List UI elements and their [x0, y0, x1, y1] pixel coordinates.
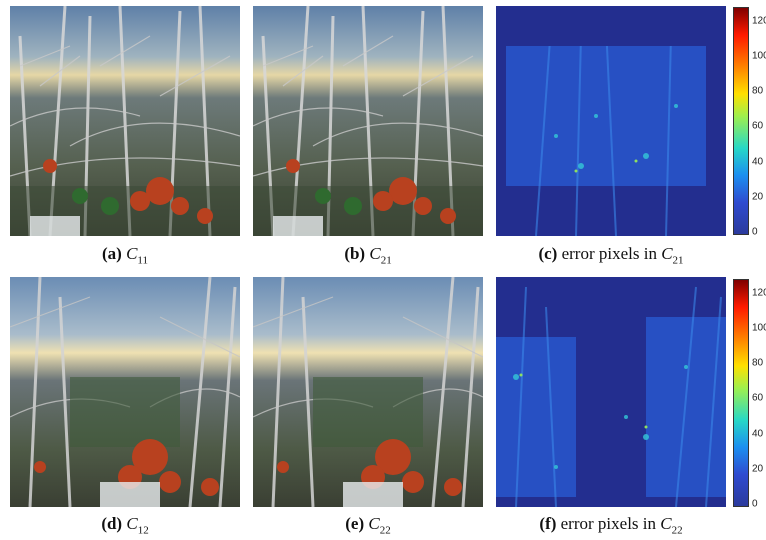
tick-label: 100 [752, 322, 766, 334]
tick-label: 20 [752, 463, 764, 475]
tick-label: 20 [752, 191, 764, 203]
tick-label: 40 [752, 428, 764, 440]
colorbar-top-ticks: 120 100 80 60 40 20 0 [752, 7, 766, 237]
tick-label: 60 [752, 392, 764, 404]
caption-a: (a) C11 [101, 244, 148, 267]
caption-c: (c) error pixels in C21 [538, 244, 684, 267]
tick-label: 120 [752, 287, 766, 299]
forest-render-a [10, 6, 240, 236]
colorbar-bottom [733, 279, 749, 507]
tick-label: 40 [752, 156, 764, 168]
forest-image-b [253, 6, 483, 236]
error-heatmap-f [496, 277, 726, 507]
forest-render-d [10, 277, 240, 507]
caption-f: (f) error pixels in C22 [539, 514, 683, 537]
forest-render-b [253, 6, 483, 236]
error-heatmap-c [496, 6, 726, 236]
error-map-f [496, 277, 726, 507]
caption-d: (d) C12 [101, 514, 149, 537]
forest-image-a [10, 6, 240, 236]
forest-render-e [253, 277, 483, 507]
colorbar-bottom-ticks: 120 100 80 60 40 20 0 [752, 279, 766, 509]
forest-image-d [10, 277, 240, 507]
colorbar-top [733, 7, 749, 235]
tick-label: 0 [752, 498, 758, 510]
tick-label: 0 [752, 226, 758, 238]
caption-b: (b) C21 [344, 244, 392, 267]
tick-label: 80 [752, 357, 764, 369]
tick-label: 60 [752, 120, 764, 132]
caption-e: (e) C22 [345, 514, 391, 537]
forest-image-e [253, 277, 483, 507]
error-map-c [496, 6, 726, 236]
tick-label: 100 [752, 50, 766, 62]
tick-label: 120 [752, 15, 766, 27]
tick-label: 80 [752, 85, 764, 97]
